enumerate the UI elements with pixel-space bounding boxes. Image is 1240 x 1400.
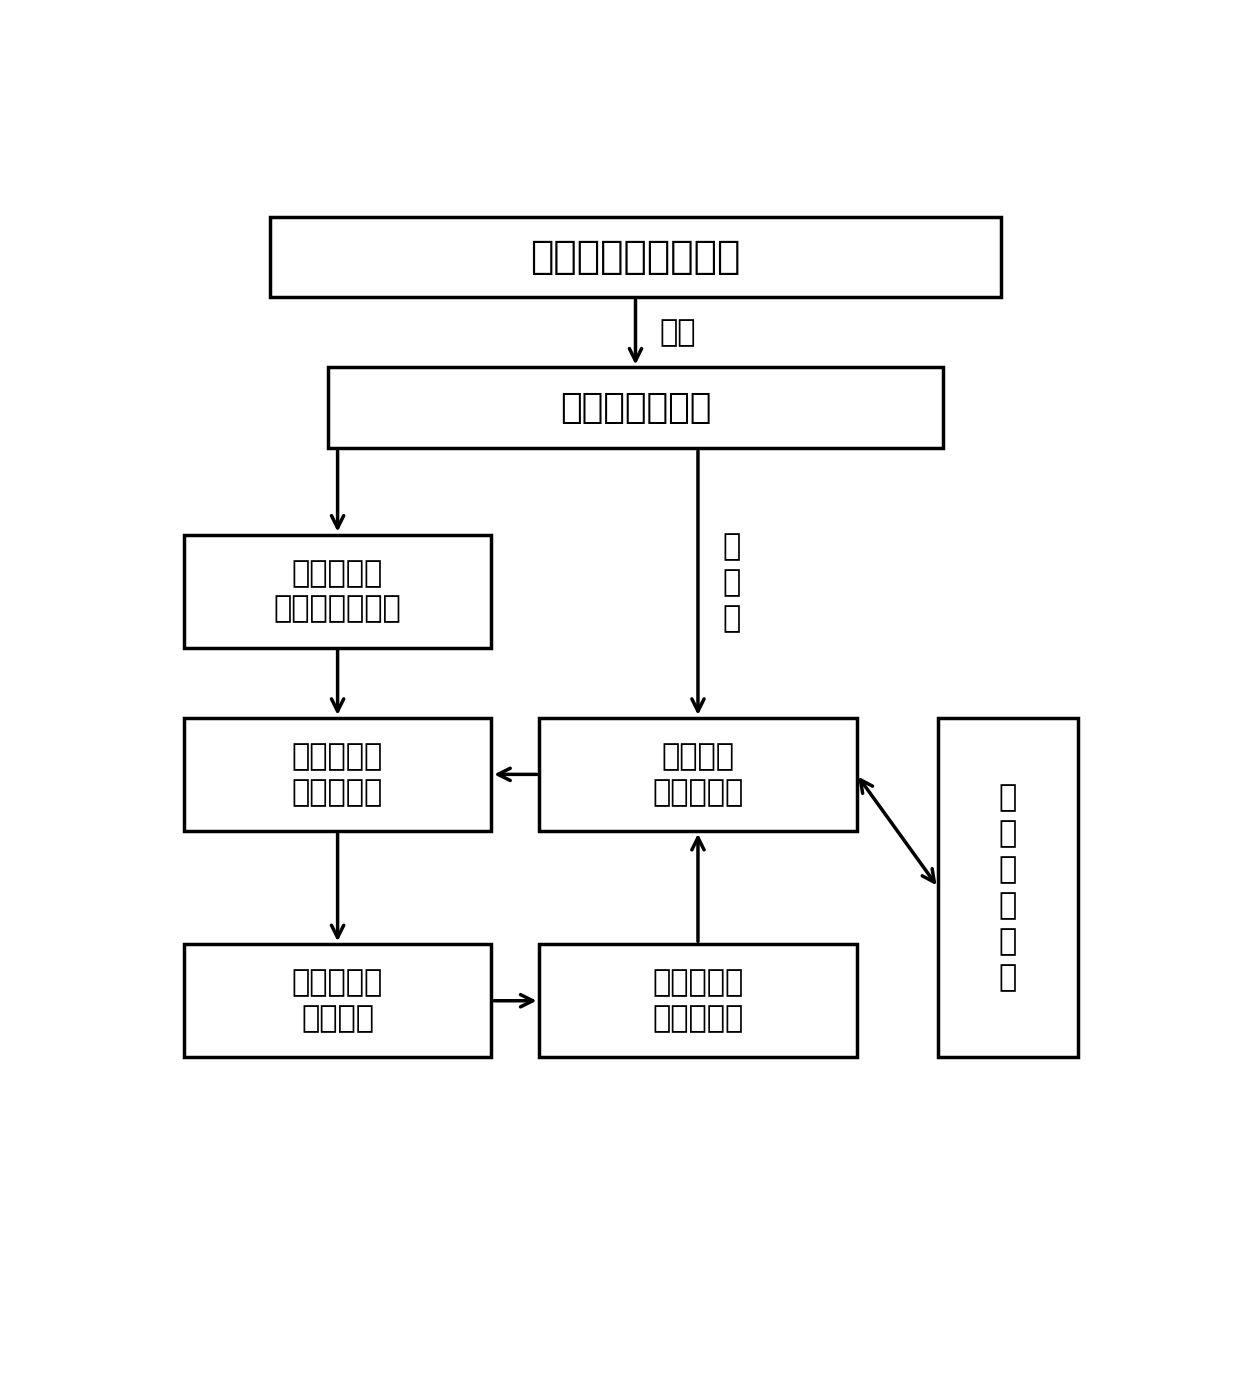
Bar (539, 944, 857, 1057)
Bar (327, 367, 944, 448)
Text: 假想放射源
区域内随机生成: 假想放射源 区域内随机生成 (274, 559, 402, 623)
Text: 多
源
参
数
估
计: 多 源 参 数 估 计 (998, 784, 1017, 991)
Text: 更新假想
放射源信息: 更新假想 放射源信息 (652, 742, 744, 806)
Text: 新
数
据: 新 数 据 (722, 532, 740, 633)
Bar (184, 535, 491, 648)
Text: 区域内新增
假想放射源: 区域内新增 假想放射源 (652, 969, 744, 1033)
Text: 假想放射源
空间移动: 假想放射源 空间移动 (291, 969, 383, 1033)
Bar (539, 718, 857, 832)
Text: 假想放射源
权重值计算: 假想放射源 权重值计算 (291, 742, 383, 806)
Bar (270, 217, 1001, 297)
Text: 测量: 测量 (660, 318, 696, 347)
Bar (184, 718, 491, 832)
Text: 机载放射性监测系统: 机载放射性监测系统 (531, 238, 740, 276)
Bar (184, 944, 491, 1057)
Text: 空间多点剂量率: 空间多点剂量率 (559, 391, 712, 424)
Bar (939, 718, 1078, 1057)
